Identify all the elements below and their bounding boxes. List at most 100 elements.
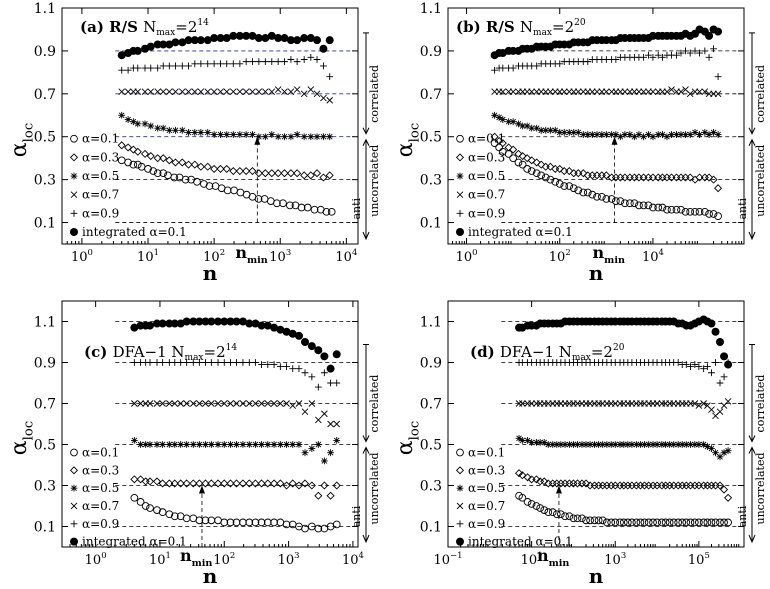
data-point: [682, 518, 691, 527]
data-point: [519, 122, 527, 130]
data-point: [569, 184, 578, 193]
data-point: [300, 171, 309, 180]
data-point: [205, 182, 214, 190]
data-point: [557, 510, 565, 519]
data-point: [258, 361, 265, 368]
data-point: [182, 479, 191, 488]
data-point: [333, 379, 341, 387]
data-point: [257, 518, 266, 527]
data-point: [255, 88, 263, 95]
data-point: [518, 437, 526, 444]
data-point: [695, 363, 703, 370]
data-point: [540, 477, 549, 486]
data-point: [154, 124, 162, 132]
panel-caption: (d) DFA−1 Nmax=220: [470, 343, 625, 363]
data-point: [546, 162, 555, 171]
data-point: [220, 400, 228, 407]
data-point: [327, 449, 335, 457]
data-point: [542, 126, 550, 134]
data-point: [242, 88, 250, 95]
x-tick-label: 100: [456, 247, 478, 265]
data-point: [204, 60, 212, 68]
data-point: [515, 120, 522, 128]
data-point: [648, 173, 657, 182]
data-point: [274, 86, 282, 93]
data-point: [705, 53, 713, 61]
data-point: [201, 516, 210, 525]
data-point: [674, 359, 682, 366]
region-label-uncorrelated: uncorrelated: [368, 452, 381, 524]
legend-label: α=0.1: [468, 446, 505, 460]
legend-marker: [456, 520, 464, 528]
data-point: [274, 169, 283, 178]
data-point: [189, 317, 198, 326]
data-point: [315, 416, 322, 424]
data-point: [178, 158, 187, 167]
data-point: [307, 481, 316, 490]
panel-caption: (c) DFA−1 Nmax=214: [84, 343, 237, 363]
data-point: [130, 323, 139, 332]
legend-marker: [456, 502, 464, 510]
data-point: [217, 131, 224, 138]
panel-caption: (a) R/S Nmax=214: [80, 18, 209, 38]
data-point: [118, 66, 126, 74]
data-point: [332, 520, 341, 529]
data-point: [716, 379, 724, 387]
data-point: [280, 34, 289, 43]
region-label-uncorrelated: uncorrelated: [368, 145, 381, 217]
legend-marker: [456, 228, 464, 237]
data-point: [152, 477, 162, 486]
data-point: [233, 400, 240, 407]
data-point: [582, 516, 590, 525]
data-point: [197, 88, 205, 95]
data-point: [283, 400, 290, 407]
legend-marker: [69, 153, 79, 162]
data-point: [282, 327, 291, 336]
data-point: [669, 518, 678, 527]
legend-marker: [456, 134, 464, 143]
legend-label: α=0.3: [82, 150, 119, 164]
data-point: [220, 359, 228, 366]
data-point: [588, 171, 597, 180]
y-tick-label: 0.7: [34, 397, 56, 413]
data-point: [607, 195, 616, 203]
x-tick-label: 101: [149, 550, 171, 568]
data-point: [146, 42, 155, 51]
data-point: [293, 169, 302, 178]
data-point: [264, 400, 272, 407]
legend-label: integrated α=0.1: [468, 225, 573, 239]
data-point: [649, 518, 657, 527]
data-point: [615, 481, 625, 490]
y-tick-label: 0.9: [420, 356, 442, 372]
data-point: [626, 131, 634, 138]
data-point: [141, 120, 149, 128]
data-point: [320, 133, 327, 141]
data-point: [141, 502, 150, 510]
data-point: [581, 479, 591, 488]
data-point: [289, 402, 297, 409]
data-point: [236, 60, 244, 68]
data-point: [578, 441, 586, 448]
data-point: [560, 88, 568, 95]
data-point: [637, 441, 644, 448]
data-point: [532, 502, 541, 510]
data-point: [251, 518, 260, 527]
data-point: [201, 479, 210, 488]
data-point: [714, 90, 722, 98]
y-tick-label: 0.5: [34, 438, 56, 454]
data-point: [172, 62, 179, 70]
data-point: [314, 383, 322, 391]
data-point: [325, 36, 334, 45]
data-point: [695, 173, 704, 182]
data-point: [649, 88, 657, 95]
data-point: [678, 518, 687, 527]
data-point: [233, 441, 240, 448]
data-point: [640, 53, 647, 61]
legend-marker: [70, 502, 78, 510]
nmin-arrowhead: [611, 136, 618, 145]
data-point: [708, 369, 715, 377]
data-point: [300, 90, 308, 98]
data-point: [314, 491, 323, 500]
data-point: [621, 199, 629, 208]
data-point: [166, 88, 173, 95]
